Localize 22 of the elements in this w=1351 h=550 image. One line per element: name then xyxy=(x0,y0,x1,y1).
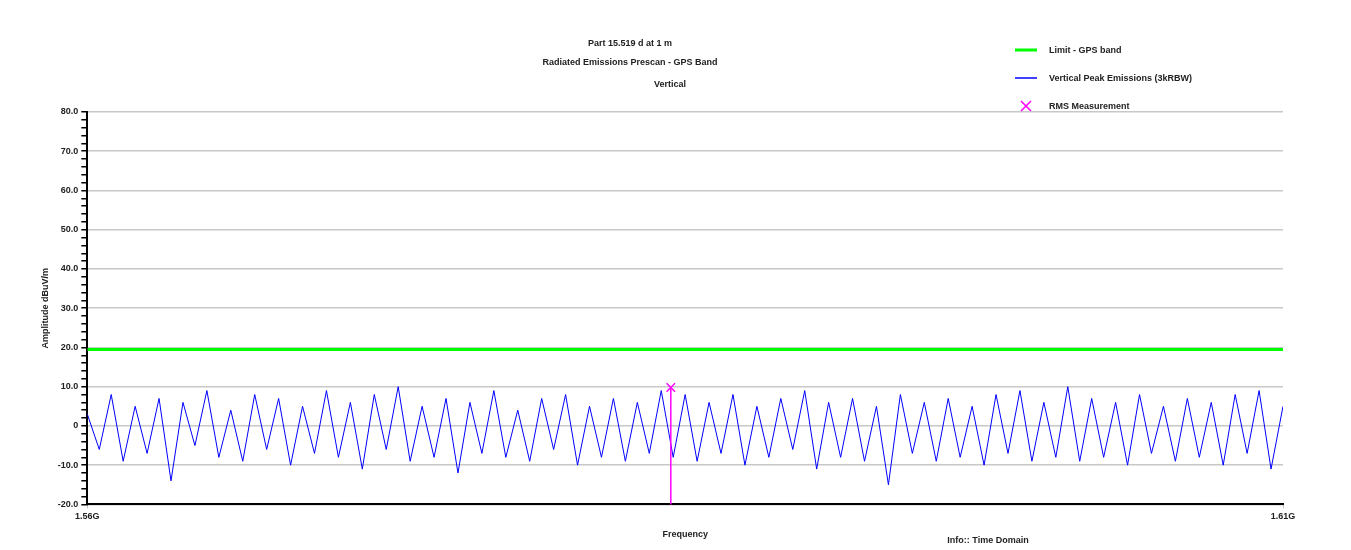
y-tick-label: 10.0 xyxy=(60,381,79,392)
y-tick-label: 60.0 xyxy=(60,184,79,195)
legend-label: Vertical Peak Emissions (3kRBW) xyxy=(1049,73,1193,83)
y-axis-title: Amplitude dBuV/m xyxy=(39,267,50,349)
y-tick-label: 70.0 xyxy=(60,145,79,156)
chart-title: Part 15.519 d at 1 m xyxy=(587,38,673,48)
y-tick-label: 30.0 xyxy=(60,302,79,313)
y-tick-label: 0 xyxy=(73,420,79,431)
text: Info:: Time Domain xyxy=(947,535,1029,545)
y-tick-label: 20.0 xyxy=(60,341,79,352)
y-tick-label: 80.0 xyxy=(60,106,79,117)
x-tick-label: 1.61G xyxy=(1270,511,1296,522)
text: Vertical xyxy=(653,79,687,89)
legend-label: RMS Measurement xyxy=(1049,101,1130,111)
y-tick-label: 40.0 xyxy=(60,263,79,274)
y-tick-label: 50.0 xyxy=(60,224,79,235)
legend-label: Limit - GPS band xyxy=(1049,45,1122,55)
y-tick-label: -20.0 xyxy=(57,498,79,509)
x-axis-title: Frequency xyxy=(662,529,708,540)
chart-subtitle: Radiated Emissions Prescan - GPS Band xyxy=(542,57,718,67)
x-tick-label: 1.56G xyxy=(75,511,100,522)
y-tick-label: -10.0 xyxy=(57,459,79,470)
